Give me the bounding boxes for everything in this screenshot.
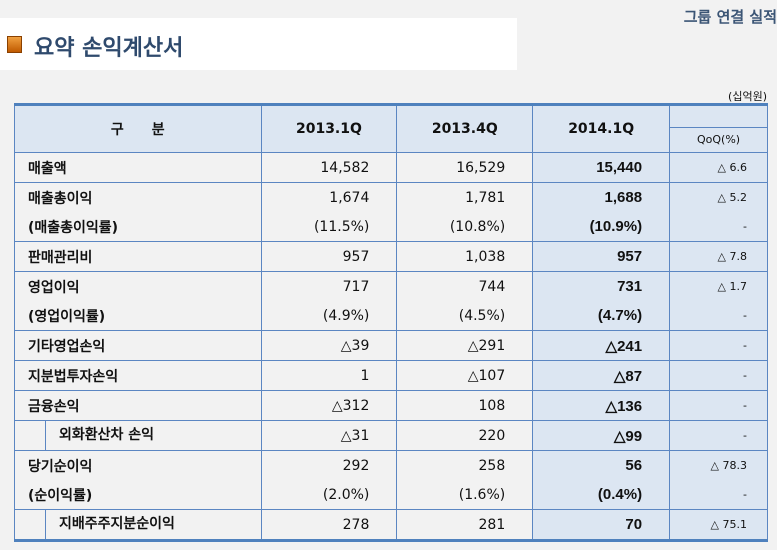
table-row: 영업이익 717 744 731 △ 1.7 <box>14 271 768 301</box>
value-qoq: - <box>669 360 768 391</box>
value-2014-1q: (10.9%) <box>532 212 671 242</box>
row-label: 기타영업손익 <box>14 330 262 361</box>
row-label: 판매관리비 <box>14 241 262 272</box>
row-label: 영업이익 <box>14 271 262 301</box>
value-qoq: - <box>669 212 768 242</box>
value-2013-1q: △312 <box>260 390 398 421</box>
table-row: 지배주주지분순이익 278 281 70 △ 75.1 <box>14 509 768 542</box>
value-2013-4q: 16,529 <box>396 152 534 183</box>
table-row: (순이익률) (2.0%) (1.6%) (0.4%) - <box>14 480 768 510</box>
row-label: 매출총이익 <box>14 182 262 212</box>
row-label: (영업이익률) <box>14 301 262 331</box>
table-row: 매출총이익 1,674 1,781 1,688 △ 5.2 <box>14 182 768 212</box>
row-label: 지분법투자손익 <box>14 360 262 391</box>
value-2013-1q: △31 <box>260 420 398 451</box>
value-2013-4q: △291 <box>396 330 534 361</box>
title-box <box>0 18 517 70</box>
value-2014-1q: △87 <box>532 360 671 391</box>
value-2013-4q: (1.6%) <box>396 480 534 510</box>
value-2013-4q: 1,781 <box>396 182 534 212</box>
value-2013-4q: △107 <box>396 360 534 391</box>
value-2013-4q: (10.8%) <box>396 212 534 242</box>
value-2014-1q: 15,440 <box>532 152 671 183</box>
section-label: 그룹 연결 실적 <box>683 8 777 26</box>
value-2013-1q: (2.0%) <box>260 480 398 510</box>
table-row: 외화환산차 손익 △31 220 △99- <box>14 420 768 451</box>
value-qoq: △ 75.1 <box>669 509 768 542</box>
value-qoq: △ 1.7 <box>669 271 768 301</box>
value-qoq: - <box>669 480 768 510</box>
value-2014-1q: △99 <box>532 420 671 451</box>
row-label: 외화환산차 손익 <box>14 420 262 451</box>
col-header-2014-1q: 2014.1Q <box>532 103 671 153</box>
value-2013-1q: 14,582 <box>260 152 398 183</box>
row-label: (매출총이익률) <box>14 212 262 242</box>
value-2013-4q: 258 <box>396 450 534 480</box>
header-row: 구 분 2013.1Q 2013.4Q 2014.1Q QoQ(%) <box>14 103 768 153</box>
value-2014-1q: 957 <box>532 241 671 272</box>
value-qoq: △ 78.3 <box>669 450 768 480</box>
value-2014-1q: (0.4%) <box>532 480 671 510</box>
value-2013-4q: 281 <box>396 509 534 542</box>
table-row: (매출총이익률) (11.5%) (10.8%) (10.9%) - <box>14 212 768 242</box>
square-bullet-icon <box>7 36 22 53</box>
value-qoq: △ 7.8 <box>669 241 768 272</box>
value-2014-1q: (4.7%) <box>532 301 671 331</box>
value-qoq: - <box>669 330 768 361</box>
value-2013-1q: 1 <box>260 360 398 391</box>
table-row: 매출액 14,582 16,529 15,440 △ 6.6 <box>14 152 768 183</box>
value-2013-1q: 717 <box>260 271 398 301</box>
table-row: (영업이익률) (4.9%) (4.5%) (4.7%) - <box>14 301 768 331</box>
value-2013-1q: 1,674 <box>260 182 398 212</box>
value-2013-4q: (4.5%) <box>396 301 534 331</box>
value-qoq: - <box>669 420 768 451</box>
row-label: 매출액 <box>14 152 262 183</box>
table-row: 지분법투자손익 1 △107 △87- <box>14 360 768 391</box>
value-qoq: △ 6.6 <box>669 152 768 183</box>
value-2014-1q: 70 <box>532 509 671 542</box>
value-2013-4q: 1,038 <box>396 241 534 272</box>
value-2014-1q: 1,688 <box>532 182 671 212</box>
col-header-category: 구 분 <box>14 103 262 153</box>
value-2014-1q: △241 <box>532 330 671 361</box>
row-label-text: 지배주주지분순이익 <box>45 510 261 539</box>
value-2013-1q: (4.9%) <box>260 301 398 331</box>
page-title: 요약 손익계산서 <box>34 36 184 61</box>
unit-label: (십억원) <box>728 90 767 103</box>
row-label: 당기순이익 <box>14 450 262 480</box>
value-qoq: - <box>669 301 768 331</box>
value-2014-1q: 731 <box>532 271 671 301</box>
table-row: 판매관리비 957 1,038 957 △ 7.8 <box>14 241 768 272</box>
col-header-qoq: QoQ(%) <box>669 103 768 153</box>
row-label: 지배주주지분순이익 <box>14 509 262 542</box>
col-header-2013-1q: 2013.1Q <box>260 103 398 153</box>
value-qoq: △ 5.2 <box>669 182 768 212</box>
value-2013-1q: 278 <box>260 509 398 542</box>
value-2014-1q: 56 <box>532 450 671 480</box>
table-row: 기타영업손익 △39 △291 △241- <box>14 330 768 361</box>
value-2013-4q: 220 <box>396 420 534 451</box>
qoq-label: QoQ(%) <box>670 127 767 152</box>
value-2013-1q: (11.5%) <box>260 212 398 242</box>
value-2013-1q: 292 <box>260 450 398 480</box>
income-statement-table: 구 분 2013.1Q 2013.4Q 2014.1Q QoQ(%) 매출액 14… <box>14 103 768 542</box>
value-qoq: - <box>669 390 768 421</box>
row-label: (순이익률) <box>14 480 262 510</box>
row-label-text: 외화환산차 손익 <box>45 421 261 450</box>
value-2013-1q: 957 <box>260 241 398 272</box>
value-2013-4q: 108 <box>396 390 534 421</box>
value-2014-1q: △136 <box>532 390 671 421</box>
value-2013-4q: 744 <box>396 271 534 301</box>
table-row: 당기순이익 292 258 56 △ 78.3 <box>14 450 768 480</box>
value-2013-1q: △39 <box>260 330 398 361</box>
row-label: 금융손익 <box>14 390 262 421</box>
table-row: 금융손익 △312 108 △136- <box>14 390 768 421</box>
col-header-2013-4q: 2013.4Q <box>396 103 534 153</box>
